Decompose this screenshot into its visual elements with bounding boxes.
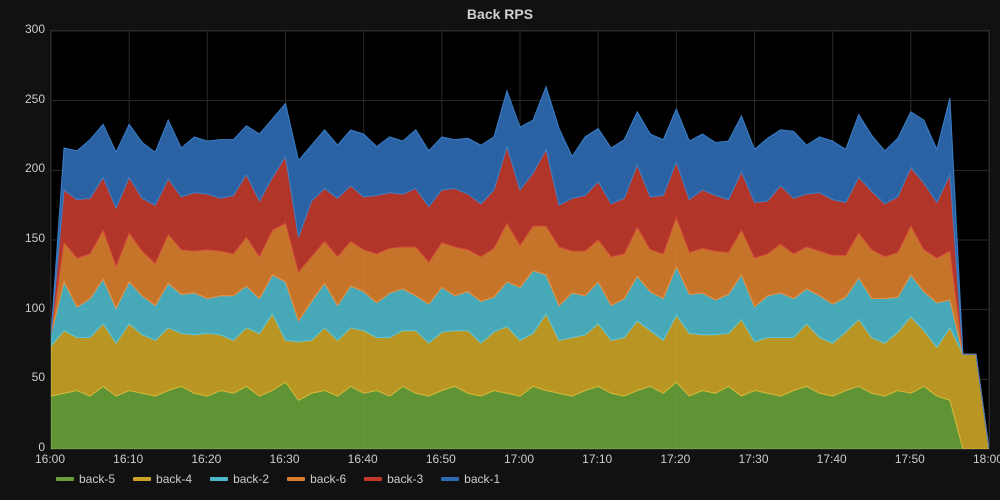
x-tick-label: 16:00 — [35, 452, 65, 466]
y-tick-label: 150 — [5, 231, 45, 245]
plot-area — [50, 30, 990, 450]
y-tick-label: 50 — [5, 370, 45, 384]
legend-swatch — [441, 477, 459, 481]
legend-swatch — [210, 477, 228, 481]
chart-container: Back RPS 050100150200250300 16:0016:1016… — [0, 0, 1000, 500]
legend-label: back-1 — [464, 472, 500, 486]
legend-label: back-3 — [387, 472, 423, 486]
x-tick-label: 17:30 — [738, 452, 768, 466]
legend-swatch — [364, 477, 382, 481]
chart-legend: back-5 back-4 back-2 back-6 back-3 back-1 — [56, 472, 500, 486]
legend-item-back-3[interactable]: back-3 — [364, 472, 423, 486]
legend-label: back-4 — [156, 472, 192, 486]
chart-title: Back RPS — [0, 6, 1000, 22]
legend-item-back-6[interactable]: back-6 — [287, 472, 346, 486]
legend-item-back-2[interactable]: back-2 — [210, 472, 269, 486]
x-tick-label: 17:40 — [817, 452, 847, 466]
x-tick-label: 16:50 — [426, 452, 456, 466]
y-tick-label: 200 — [5, 161, 45, 175]
legend-swatch — [56, 477, 74, 481]
x-tick-label: 16:40 — [348, 452, 378, 466]
x-tick-label: 18:00 — [973, 452, 1000, 466]
legend-label: back-6 — [310, 472, 346, 486]
x-tick-label: 17:00 — [504, 452, 534, 466]
x-tick-label: 17:50 — [895, 452, 925, 466]
legend-label: back-5 — [79, 472, 115, 486]
legend-item-back-1[interactable]: back-1 — [441, 472, 500, 486]
chart-svg — [51, 31, 989, 449]
x-tick-label: 17:10 — [582, 452, 612, 466]
x-tick-label: 16:20 — [191, 452, 221, 466]
x-tick-label: 16:10 — [113, 452, 143, 466]
legend-swatch — [133, 477, 151, 481]
legend-label: back-2 — [233, 472, 269, 486]
x-tick-label: 17:20 — [660, 452, 690, 466]
legend-item-back-5[interactable]: back-5 — [56, 472, 115, 486]
legend-swatch — [287, 477, 305, 481]
y-tick-label: 250 — [5, 92, 45, 106]
y-tick-label: 100 — [5, 301, 45, 315]
x-tick-label: 16:30 — [269, 452, 299, 466]
y-tick-label: 300 — [5, 22, 45, 36]
legend-item-back-4[interactable]: back-4 — [133, 472, 192, 486]
